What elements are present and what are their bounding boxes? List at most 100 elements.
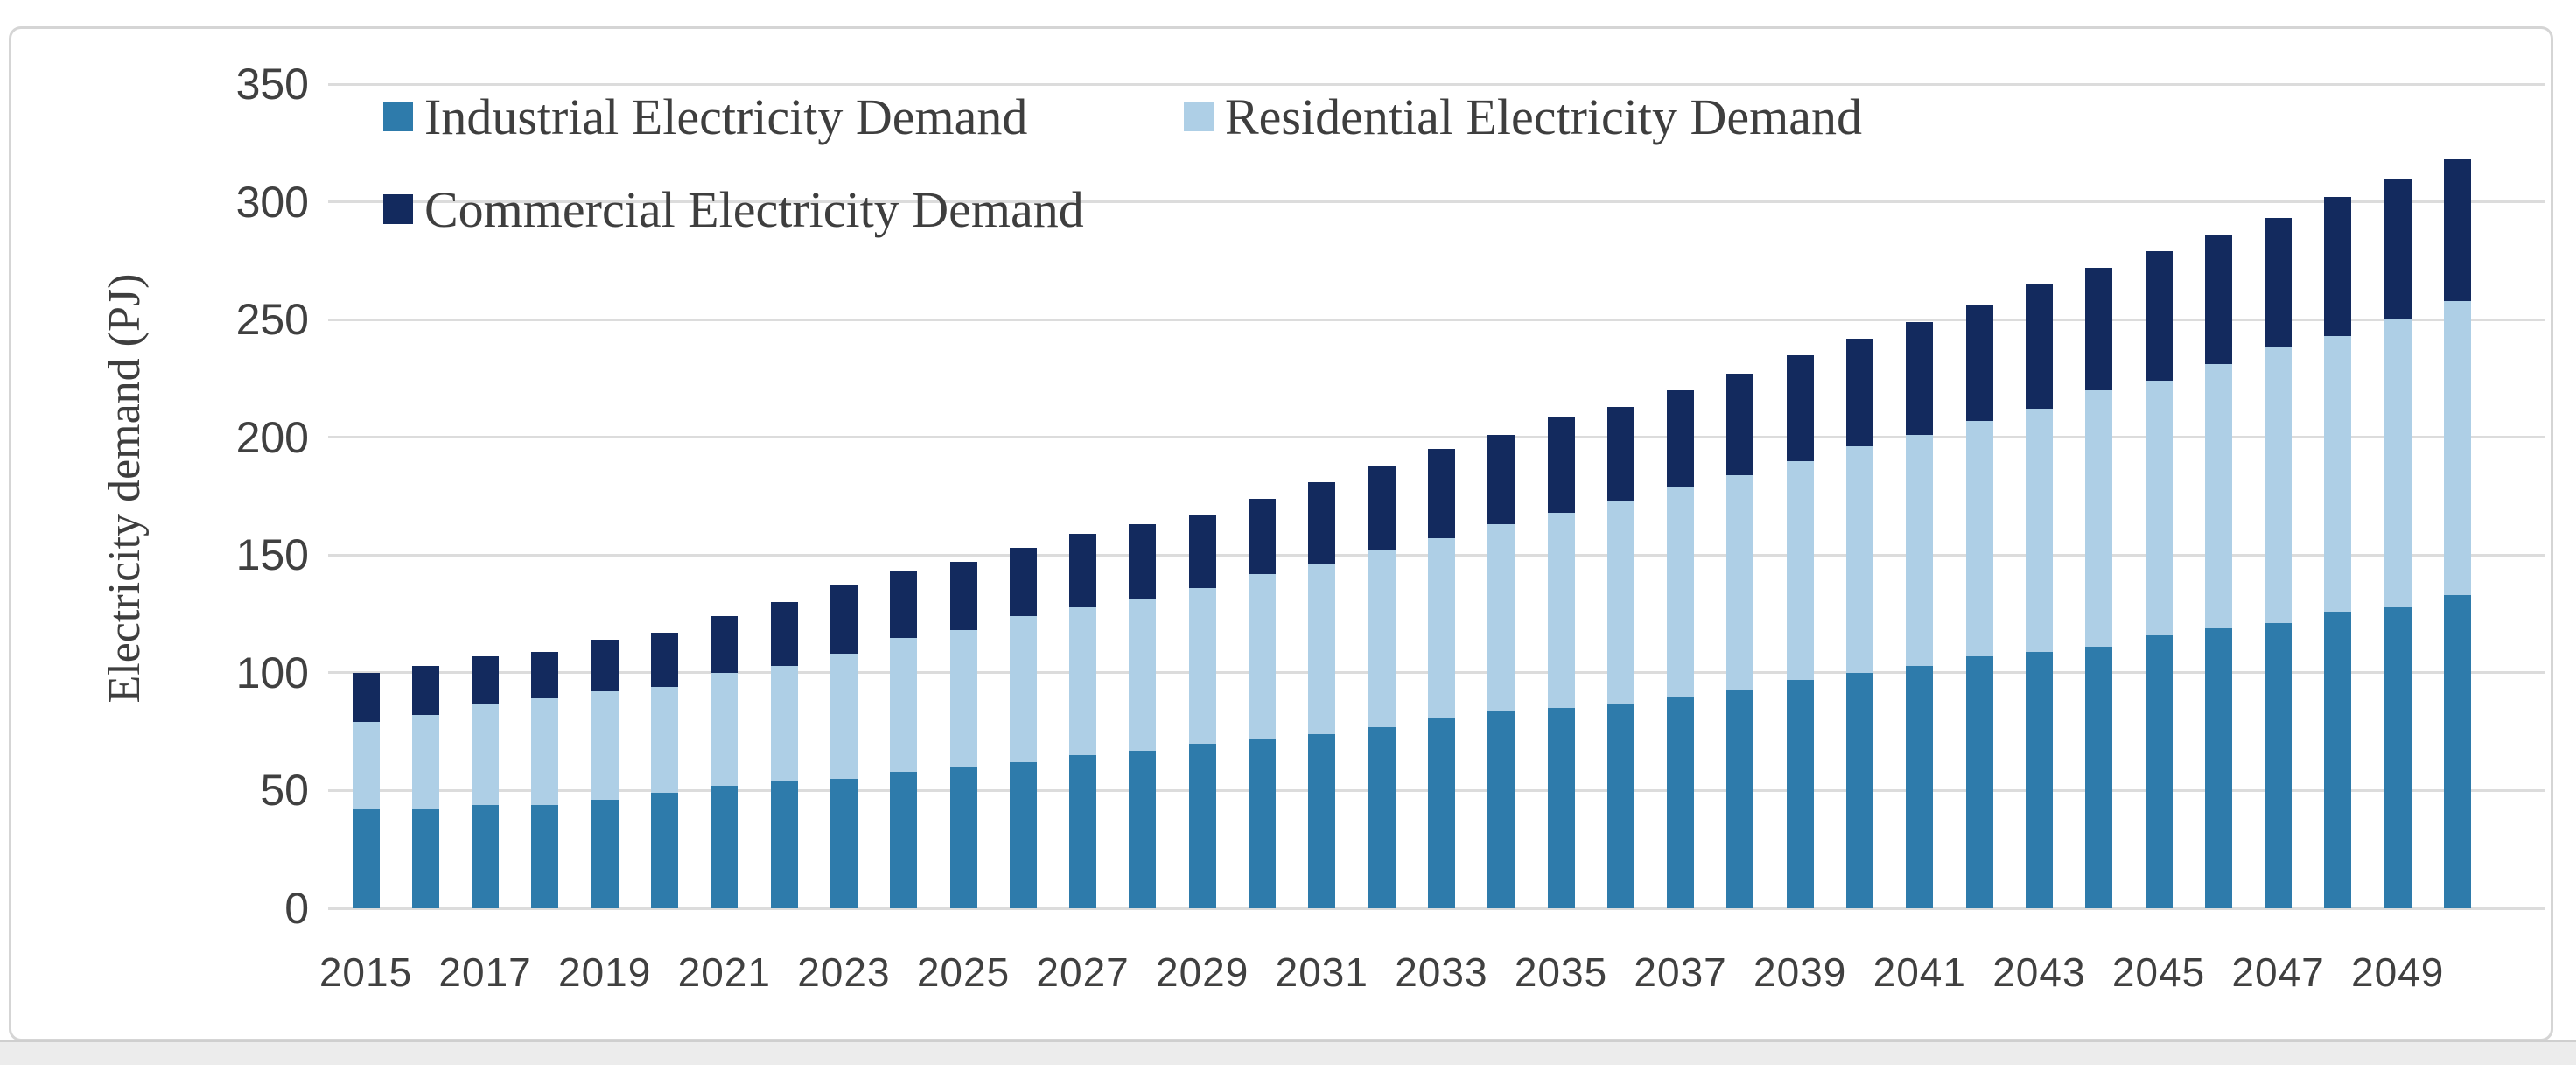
bar-2028-commercial <box>1129 524 1157 600</box>
bar-2049-industrial <box>2384 606 2412 908</box>
bar-2031-industrial <box>1308 733 1336 908</box>
bar-2022-commercial <box>770 602 798 666</box>
x-tick-label-2027: 2027 <box>1036 949 1130 995</box>
bar-2039-commercial <box>1786 354 1814 461</box>
y-tick-label-100: 100 <box>235 648 309 697</box>
bar-2041-industrial <box>1906 665 1934 908</box>
bar-2032-commercial <box>1368 466 1396 550</box>
bar-2018-commercial <box>531 651 559 699</box>
bar-2028-industrial <box>1129 750 1157 908</box>
bar-2040-residential <box>1846 446 1873 673</box>
bar-2034-residential <box>1488 524 1516 711</box>
bar-2024-commercial <box>890 571 918 638</box>
bar-2022-residential <box>770 665 798 781</box>
bar-2038-commercial <box>1726 374 1754 475</box>
bar-2037-industrial <box>1667 696 1695 908</box>
bar-2034-industrial <box>1488 710 1516 908</box>
bar-2021-industrial <box>710 786 738 908</box>
bar-2042-commercial <box>1965 305 1993 421</box>
bar-2037-residential <box>1667 487 1695 697</box>
bar-2026-industrial <box>1009 762 1037 908</box>
bar-2023-industrial <box>830 778 858 908</box>
bar-2024-residential <box>890 637 918 772</box>
bar-2043-residential <box>2025 409 2053 652</box>
bar-2025-industrial <box>949 767 977 908</box>
bar-2042-residential <box>1965 420 1993 657</box>
bar-2027-residential <box>1069 606 1097 756</box>
bar-2023-residential <box>830 654 858 779</box>
legend-label-residential: Residential Electricity Demand <box>1225 88 1862 145</box>
bar-2035-residential <box>1547 512 1575 709</box>
bar-2030-residential <box>1249 573 1276 739</box>
bar-2033-residential <box>1427 538 1455 718</box>
bar-2039-industrial <box>1786 679 1814 908</box>
x-tick-label-2015: 2015 <box>318 949 413 995</box>
residential-legend-swatch-icon <box>1184 102 1214 131</box>
bar-2031-commercial <box>1308 481 1336 565</box>
bar-2040-commercial <box>1846 338 1873 447</box>
y-tick-label-50: 50 <box>260 766 309 816</box>
gridline-0 <box>328 907 2544 910</box>
bar-2019-commercial <box>591 640 619 692</box>
bar-2018-residential <box>531 698 559 805</box>
gridline-350 <box>328 82 2544 86</box>
bar-2030-industrial <box>1249 739 1276 908</box>
bar-2020-residential <box>651 687 678 794</box>
bar-2033-industrial <box>1427 718 1455 908</box>
bar-2048-industrial <box>2324 611 2352 908</box>
x-tick-label-2025: 2025 <box>916 949 1011 995</box>
bar-2046-industrial <box>2204 627 2232 908</box>
legend-item-industrial: Industrial Electricity Demand <box>383 88 1027 145</box>
bar-2047-industrial <box>2264 623 2292 908</box>
x-tick-label-2035: 2035 <box>1514 949 1608 995</box>
bar-2049-residential <box>2384 319 2412 607</box>
gridline-200 <box>328 436 2544 439</box>
x-tick-label-2019: 2019 <box>558 949 652 995</box>
x-tick-label-2029: 2029 <box>1156 949 1250 995</box>
bar-2044-industrial <box>2085 647 2113 908</box>
bar-2048-commercial <box>2324 197 2352 336</box>
window-bottom-edge <box>0 1040 2576 1065</box>
bar-2019-residential <box>591 691 619 801</box>
bar-2045-industrial <box>2145 634 2173 908</box>
x-tick-label-2043: 2043 <box>1992 949 2086 995</box>
bar-2017-residential <box>472 703 500 805</box>
bar-2023-commercial <box>830 585 858 655</box>
x-tick-label-2023: 2023 <box>797 949 891 995</box>
bar-2038-residential <box>1726 474 1754 690</box>
bar-2050-commercial <box>2444 159 2471 301</box>
bar-2016-industrial <box>411 809 439 908</box>
bar-2029-industrial <box>1188 743 1216 908</box>
bar-2015-commercial <box>352 672 380 723</box>
y-tick-label-250: 250 <box>235 295 309 345</box>
bar-2025-commercial <box>949 562 977 631</box>
bar-2050-residential <box>2444 300 2471 596</box>
bar-2038-industrial <box>1726 689 1754 908</box>
bar-2024-industrial <box>890 771 918 908</box>
chart-card: Electricity demand (PJ) 0 50 100 150 200 250 3… <box>9 26 2553 1041</box>
bar-2041-commercial <box>1906 321 1934 436</box>
bar-2042-industrial <box>1965 656 1993 908</box>
bar-2018-industrial <box>531 804 559 908</box>
bar-2031-residential <box>1308 564 1336 734</box>
x-tick-label-2049: 2049 <box>2351 949 2445 995</box>
bar-2028-residential <box>1129 599 1157 751</box>
y-tick-label-0: 0 <box>284 884 309 933</box>
bar-2047-commercial <box>2264 218 2292 348</box>
bar-2021-commercial <box>710 616 738 673</box>
x-tick-label-2039: 2039 <box>1754 949 1847 995</box>
bar-2027-industrial <box>1069 755 1097 908</box>
bar-2026-residential <box>1009 616 1037 763</box>
y-tick-label-150: 150 <box>235 530 309 580</box>
y-tick-label-200: 200 <box>235 412 309 462</box>
legend-item-commercial: Commercial Electricity Demand <box>383 181 1084 238</box>
bar-2044-residential <box>2085 389 2113 648</box>
gridline-300 <box>328 200 2544 204</box>
bar-2016-residential <box>411 715 439 809</box>
bar-2032-residential <box>1368 550 1396 727</box>
x-axis-tick-labels: 2015 2017 2019 2021 2023 2025 2027 2029 2031 2033… <box>319 946 2544 1007</box>
bar-2041-residential <box>1906 435 1934 666</box>
bar-2016-commercial <box>411 665 439 716</box>
bar-2020-industrial <box>651 793 678 908</box>
bar-2046-residential <box>2204 364 2232 628</box>
